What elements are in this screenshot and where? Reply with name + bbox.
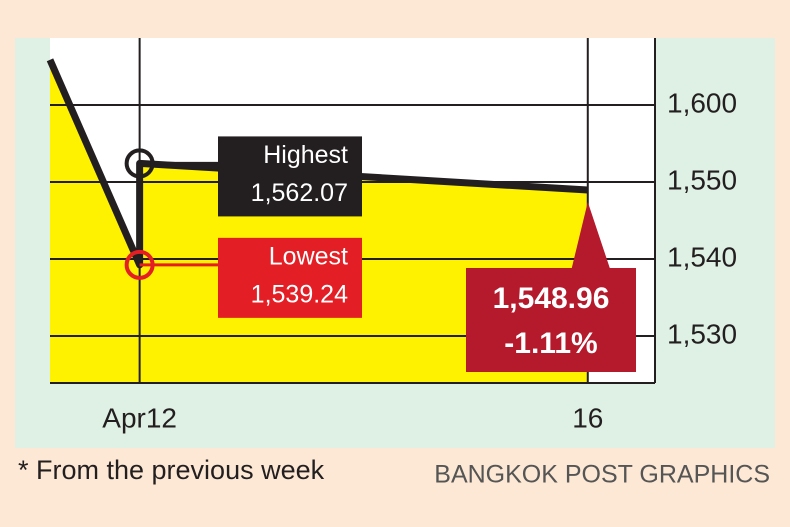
y-tick-label: 1,540 <box>667 241 737 272</box>
price-line <box>46 58 588 269</box>
y-tick-label: 1,550 <box>667 164 737 195</box>
x-tick-label: Apr12 <box>102 402 177 433</box>
y-tick-label: 1,600 <box>667 87 737 118</box>
change-label: -1.11% <box>504 327 597 360</box>
callout-name: Lowest <box>269 242 348 270</box>
x-tick-label: 16 <box>572 402 603 433</box>
callout-box <box>218 136 362 217</box>
source: BANGKOK POST GRAPHICS <box>434 461 770 489</box>
callout-value: 1,562.07 <box>251 179 348 207</box>
close-value: 1,548.96 <box>493 282 610 315</box>
callout-value: 1,539.24 <box>251 280 348 308</box>
y-tick-label: 1,530 <box>667 318 737 349</box>
callout-box <box>218 237 362 318</box>
point-marker <box>124 249 155 280</box>
point-marker <box>124 148 155 179</box>
callout-pointer <box>571 202 610 268</box>
area <box>50 59 588 383</box>
callout-name: Highest <box>263 141 348 169</box>
callout-box <box>466 268 636 372</box>
footnote: * From the previous week <box>18 455 325 485</box>
